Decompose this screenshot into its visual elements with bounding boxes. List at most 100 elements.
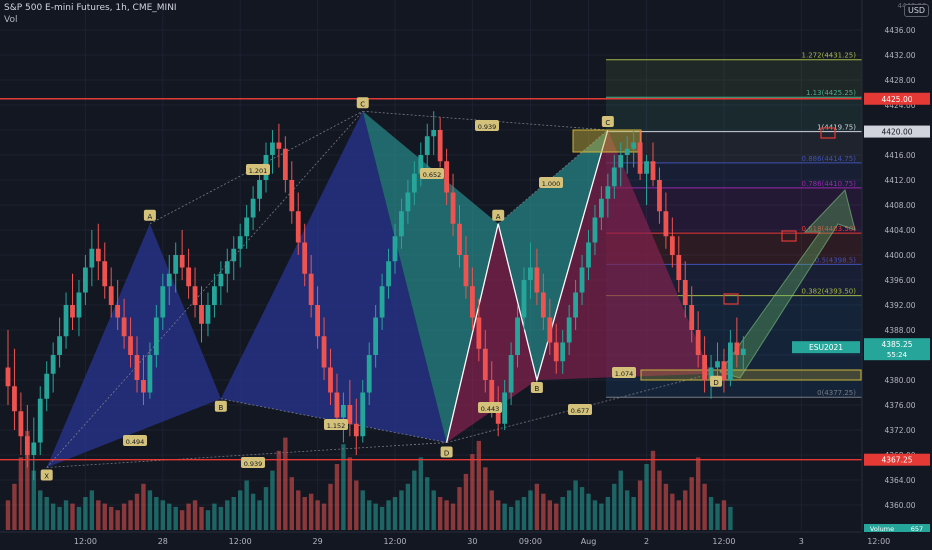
- volume-bar: [308, 493, 314, 530]
- price-tick: 4376.00: [884, 401, 915, 410]
- time-tick: 3: [799, 537, 804, 546]
- candle-body: [179, 255, 185, 268]
- fib-zone: [606, 59, 862, 98]
- volume-bar: [315, 500, 320, 530]
- candle-body: [689, 305, 695, 330]
- time-tick: 29: [313, 537, 323, 546]
- candle-body: [457, 223, 462, 255]
- volume-bar: [496, 500, 501, 530]
- candle-body: [386, 261, 391, 287]
- volume-bar: [637, 480, 643, 530]
- volume-bar: [128, 500, 133, 530]
- volume-bar: [102, 503, 107, 530]
- volume-bar: [5, 500, 11, 530]
- candle-body: [437, 130, 443, 162]
- volume-bar: [689, 477, 694, 530]
- volume-bar: [44, 497, 49, 530]
- candle-body: [24, 436, 30, 455]
- volume-bar: [341, 444, 346, 530]
- ratio-label-bg: [241, 457, 265, 468]
- target-zone-box: [572, 129, 642, 153]
- volume-bar: [386, 500, 391, 530]
- volume-bar: [25, 431, 30, 530]
- ratio-label: 0.494: [126, 438, 145, 446]
- fib-level-label: 1.272(4431.25): [802, 52, 857, 60]
- time-axis-bg: [0, 532, 862, 550]
- candle-body: [160, 286, 166, 318]
- ratio-label: 0.677: [571, 407, 590, 415]
- ratio-label-bg: [539, 177, 563, 188]
- volume-bar: [212, 503, 217, 530]
- candle-body: [83, 267, 88, 293]
- volume-bar: [238, 490, 243, 530]
- ratio-label-bg: [324, 419, 348, 430]
- volume-bar: [367, 500, 372, 530]
- ratio-label-bg: [420, 168, 444, 179]
- volume-bar: [676, 500, 681, 530]
- volume-tag: [864, 524, 930, 532]
- volume-bar: [257, 500, 262, 530]
- volume-bar: [405, 483, 411, 530]
- volume-bar: [425, 477, 430, 530]
- candle-body: [495, 405, 501, 424]
- pattern-ratio-line: [362, 110, 608, 131]
- volume-bar: [463, 473, 469, 530]
- candle-body: [728, 342, 733, 380]
- candle-body: [108, 286, 114, 305]
- currency-button[interactable]: USD: [904, 4, 930, 17]
- price-axis: 4436.00 4432.00 4428.00 4424.00 4420.00 4416.…: [792, 0, 932, 550]
- candle-body: [695, 330, 701, 355]
- candle-body: [147, 355, 153, 393]
- ratio-label: 1.201: [249, 167, 268, 175]
- volume-bar: [721, 500, 727, 530]
- candle-body: [134, 355, 140, 380]
- candle-body: [173, 255, 179, 274]
- point-d-label: D: [444, 450, 449, 458]
- price-tick: 4396.00: [884, 276, 915, 285]
- chart-title[interactable]: S&P 500 E-mini Futures, 1h, CME_MINI: [4, 3, 177, 13]
- volume-bar: [586, 493, 591, 530]
- volume-bar: [554, 503, 559, 530]
- volume-bar: [670, 493, 675, 530]
- candle-body: [669, 236, 675, 255]
- candle-body: [521, 280, 527, 318]
- volume-bar: [418, 457, 423, 530]
- candle-body: [89, 248, 95, 268]
- candle-body: [624, 148, 630, 155]
- candle-body: [553, 342, 559, 362]
- candle-body: [224, 261, 230, 274]
- point-b-label: B: [218, 404, 223, 412]
- last-price-tag: [864, 338, 930, 361]
- volume-bar: [231, 497, 236, 530]
- candle-body: [702, 355, 707, 380]
- candle-body: [50, 355, 56, 374]
- volume-bar: [276, 450, 282, 530]
- candle-body: [682, 280, 688, 305]
- volume-bar: [154, 497, 159, 530]
- point-a2-label: A: [496, 213, 501, 221]
- volume-bar: [89, 490, 95, 530]
- time-tick: 12:00: [229, 537, 252, 546]
- fib-level-label: 0.5(4398.5): [815, 256, 856, 264]
- volume-bar: [321, 503, 327, 530]
- volume-bar: [57, 506, 62, 530]
- candle-body: [192, 286, 198, 305]
- target-marker: [820, 127, 836, 139]
- volume-indicator-label[interactable]: Vol: [4, 15, 18, 25]
- volume-bar: [631, 497, 636, 530]
- candle-body: [540, 292, 546, 318]
- volume-bar: [702, 483, 707, 530]
- fib-level-label: 0.618(4403.50): [802, 225, 857, 233]
- volume-bar: [476, 440, 482, 530]
- harmonic-pattern: [46, 110, 862, 468]
- candle-body: [12, 386, 17, 412]
- candle-body: [740, 348, 746, 355]
- candle-body: [44, 373, 50, 399]
- point-a-label: A: [148, 213, 153, 221]
- volume-bar: [76, 506, 82, 530]
- volume-bar: [263, 487, 269, 530]
- ratio-label-bg: [475, 120, 499, 131]
- time-tick: Aug: [581, 537, 597, 546]
- pattern-ratio-line: [46, 442, 447, 468]
